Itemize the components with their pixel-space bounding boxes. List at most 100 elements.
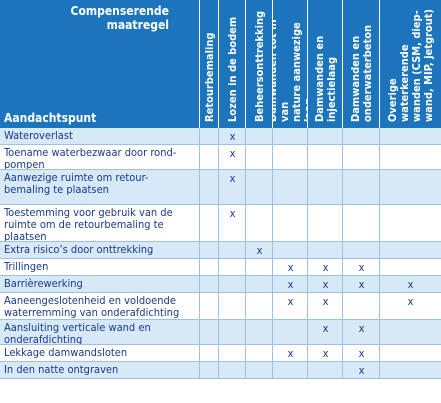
check-mark: x (287, 261, 294, 274)
table-cell (273, 205, 308, 242)
row-divider (0, 378, 441, 379)
table-cell (200, 242, 219, 259)
check-mark: x (322, 347, 329, 360)
check-mark: x (358, 261, 365, 274)
table-cell: x (219, 145, 246, 170)
header-title: Compenserende maatregel (70, 4, 169, 32)
table-cell (380, 145, 441, 170)
table-cell (219, 362, 246, 379)
table-row: Extra risico’s door onttrekking x (0, 242, 441, 259)
table-cell (273, 145, 308, 170)
header-corner-label: Aandachtspunt (4, 111, 97, 125)
header-column-separator (379, 0, 380, 128)
check-mark: x (229, 172, 236, 185)
row-divider (0, 344, 441, 345)
table-cell (200, 320, 219, 345)
column-header-label: Retourbemaling (202, 32, 216, 123)
row-divider (0, 319, 441, 320)
table-cell (380, 205, 441, 242)
table-cell (246, 128, 273, 145)
row-label: Wateroverlast (4, 129, 73, 142)
table-cell (246, 345, 273, 362)
check-mark: x (287, 347, 294, 360)
check-mark: x (287, 278, 294, 291)
column-header: Overige waterkerende wanden (CSM, diep- … (380, 0, 441, 128)
column-header-label: Damwanden en injectielaag (312, 35, 338, 122)
table-cell (380, 320, 441, 345)
table-cell (246, 276, 273, 293)
table-cell: x (219, 128, 246, 145)
table-cell: x (308, 259, 343, 276)
table-cell (246, 145, 273, 170)
row-label: Aaneengeslotenheid en voldoende waterrem… (4, 294, 180, 319)
row-divider (0, 144, 441, 145)
row-label: Trillingen (4, 260, 49, 273)
table-cell (200, 362, 219, 379)
table-cell (246, 293, 273, 320)
column-divider (218, 128, 219, 379)
row-divider (0, 169, 441, 170)
table-cell (380, 170, 441, 205)
table-cell (273, 128, 308, 145)
table-cell (308, 128, 343, 145)
table-cell (219, 259, 246, 276)
table-cell (200, 276, 219, 293)
table-cell: x (343, 362, 380, 379)
table-cell (380, 345, 441, 362)
header-column-separator (218, 0, 219, 128)
table-row: Aaneengeslotenheid en voldoende waterrem… (0, 293, 441, 320)
table-cell (273, 320, 308, 345)
check-mark: x (229, 147, 236, 160)
table-cell (219, 320, 246, 345)
table-cell (200, 345, 219, 362)
column-header-label: Lozen in de bodem (225, 16, 239, 122)
table-cell (273, 170, 308, 205)
table-cell (308, 242, 343, 259)
row-label: Barrièrewerking (4, 277, 83, 290)
column-divider (199, 128, 200, 379)
row-label: Lekkage damwandsloten (4, 346, 128, 359)
column-header: Retourbemaling (200, 0, 219, 128)
row-label: Aansluiting verticale wand en onderafdic… (4, 321, 151, 346)
table-cell: x (343, 345, 380, 362)
check-mark: x (358, 347, 365, 360)
table-row: Trillingen x x x (0, 259, 441, 276)
row-divider (0, 292, 441, 293)
table-cell (246, 362, 273, 379)
row-divider (0, 275, 441, 276)
check-mark: x (358, 364, 365, 377)
table-cell (343, 145, 380, 170)
table-cell (343, 242, 380, 259)
table-cell: x (343, 259, 380, 276)
table-cell (343, 293, 380, 320)
header-column-separator (342, 0, 343, 128)
table-cell (343, 128, 380, 145)
table-cell (343, 170, 380, 205)
column-header-label: Overige waterkerende wanden (CSM, diep- … (385, 8, 435, 122)
row-divider (0, 204, 441, 205)
table-row: Barrièrewerking x x x x (0, 276, 441, 293)
table-cell: x (219, 205, 246, 242)
check-mark: x (229, 130, 236, 143)
table-row: Toename waterbezwaar door rond- pompen x (0, 145, 441, 171)
table-cell (380, 362, 441, 379)
table-cell: x (273, 259, 308, 276)
row-label: In den natte ontgraven (4, 363, 119, 376)
table-cell (380, 259, 441, 276)
table-cell (200, 128, 219, 145)
column-divider (272, 128, 273, 379)
table-cell (308, 205, 343, 242)
row-label: Extra risico’s door onttrekking (4, 243, 154, 256)
table-cell (200, 205, 219, 242)
check-mark: x (322, 261, 329, 274)
row-label: Toename waterbezwaar door rond- pompen (4, 146, 177, 171)
table-cell: x (219, 170, 246, 205)
table-cell (308, 145, 343, 170)
table-cell: x (343, 320, 380, 345)
table-cell (219, 345, 246, 362)
column-header-label: Beheersonttrekking (252, 10, 266, 122)
column-divider (342, 128, 343, 379)
table-cell (246, 170, 273, 205)
table-cell (246, 320, 273, 345)
